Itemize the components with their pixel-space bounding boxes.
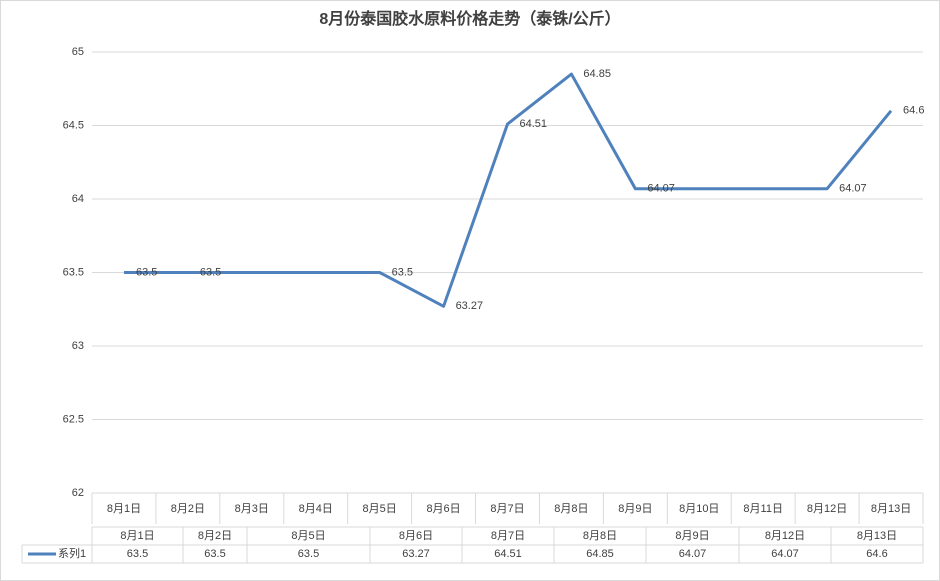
y-tick-label: 63.5 [63, 266, 84, 278]
x-tick-label: 8月2日 [171, 503, 205, 515]
table-value: 63.5 [127, 548, 148, 560]
x-tick-label: 8月13日 [871, 503, 911, 515]
data-label: 63.27 [456, 300, 484, 312]
table-header: 8月2日 [198, 530, 232, 542]
x-tick-label: 8月4日 [299, 503, 333, 515]
table-header: 8月1日 [120, 530, 154, 542]
table-header: 8月13日 [857, 530, 897, 542]
y-tick-label: 65 [72, 46, 84, 58]
table-value: 64.07 [679, 548, 707, 560]
x-tick-label: 8月7日 [490, 503, 524, 515]
x-tick-label: 8月6日 [426, 503, 460, 515]
table-header: 8月7日 [491, 530, 525, 542]
table-header: 8月5日 [291, 530, 325, 542]
table-value: 63.5 [204, 548, 225, 560]
x-tick-label: 8月10日 [679, 503, 719, 515]
table-value: 64.6 [866, 548, 887, 560]
data-label: 64.85 [583, 68, 611, 80]
table-value: 63.27 [402, 548, 430, 560]
x-tick-label: 8月5日 [363, 503, 397, 515]
y-tick-label: 63 [72, 340, 84, 352]
y-tick-label: 62 [72, 487, 84, 499]
table-value: 64.07 [771, 548, 799, 560]
data-label: 64.07 [647, 183, 675, 195]
table-value: 64.85 [586, 548, 614, 560]
x-tick-label: 8月8日 [554, 503, 588, 515]
data-label: 63.5 [392, 266, 413, 278]
line-series [123, 72, 893, 308]
table-value: 63.5 [298, 548, 319, 560]
table-header: 8月12日 [765, 530, 805, 542]
y-tick-label: 64.5 [63, 119, 84, 131]
data-label: 64.07 [839, 183, 867, 195]
table-header: 8月6日 [399, 530, 433, 542]
x-tick-label: 8月12日 [807, 503, 847, 515]
data-label: 63.5 [200, 266, 221, 278]
y-tick-label: 62.5 [63, 413, 84, 425]
table-header: 8月8日 [583, 530, 617, 542]
x-tick-label: 8月3日 [235, 503, 269, 515]
x-tick-label: 8月9日 [618, 503, 652, 515]
data-label: 63.5 [136, 266, 157, 278]
chart-title: 8月份泰国胶水原料价格走势（泰铢/公斤） [319, 9, 620, 28]
data-label: 64.6 [903, 105, 924, 117]
y-tick-label: 64 [72, 193, 84, 205]
table-header: 8月9日 [675, 530, 709, 542]
data-label: 64.51 [520, 118, 548, 130]
x-tick-label: 8月11日 [743, 503, 783, 515]
table-value: 64.51 [494, 548, 522, 560]
legend-label: 系列1 [58, 546, 86, 560]
x-tick-label: 8月1日 [107, 503, 141, 515]
